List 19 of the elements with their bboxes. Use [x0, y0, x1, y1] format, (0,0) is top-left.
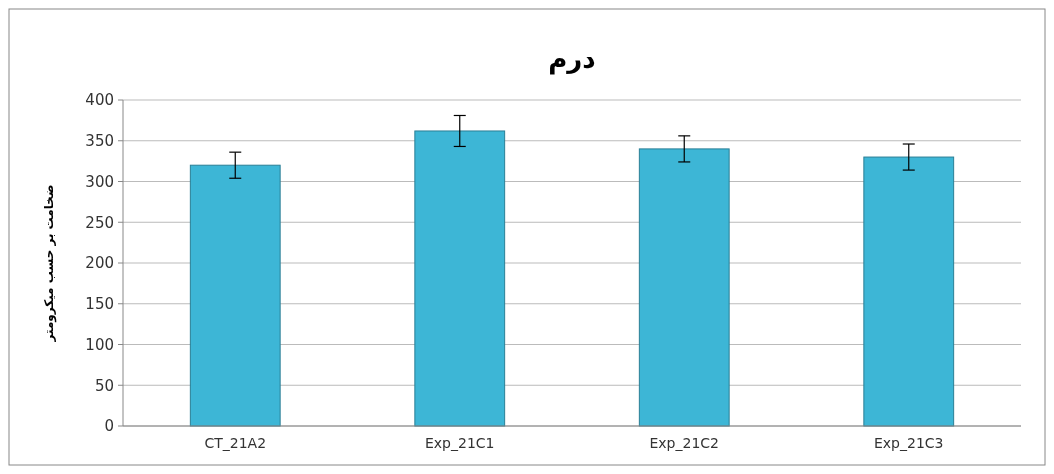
x-tick-label: Exp_21C1 [424, 435, 495, 451]
y-tick-label: 200 [85, 254, 114, 273]
bar [863, 156, 955, 427]
x-tick-label: Exp_21C2 [649, 435, 720, 451]
y-tick-label: 50 [94, 376, 114, 395]
x-tick-label: CT_21A2 [204, 435, 267, 451]
y-tick-label: 100 [85, 335, 114, 354]
chart-title: درم [548, 44, 596, 75]
y-tick-label: 0 [104, 417, 114, 436]
y-axis-title: ضخامت بر حسب میکرومتر [42, 184, 57, 343]
bar [638, 148, 730, 427]
y-tick-label: 350 [85, 132, 114, 150]
bar [414, 130, 506, 427]
y-tick-label: 300 [85, 172, 114, 191]
y-tick-label: 400 [85, 91, 114, 110]
x-tick-label: Exp_21C3 [873, 435, 944, 451]
bar [189, 164, 281, 427]
y-tick-label: 250 [85, 213, 114, 232]
y-tick-label: 150 [85, 295, 114, 313]
